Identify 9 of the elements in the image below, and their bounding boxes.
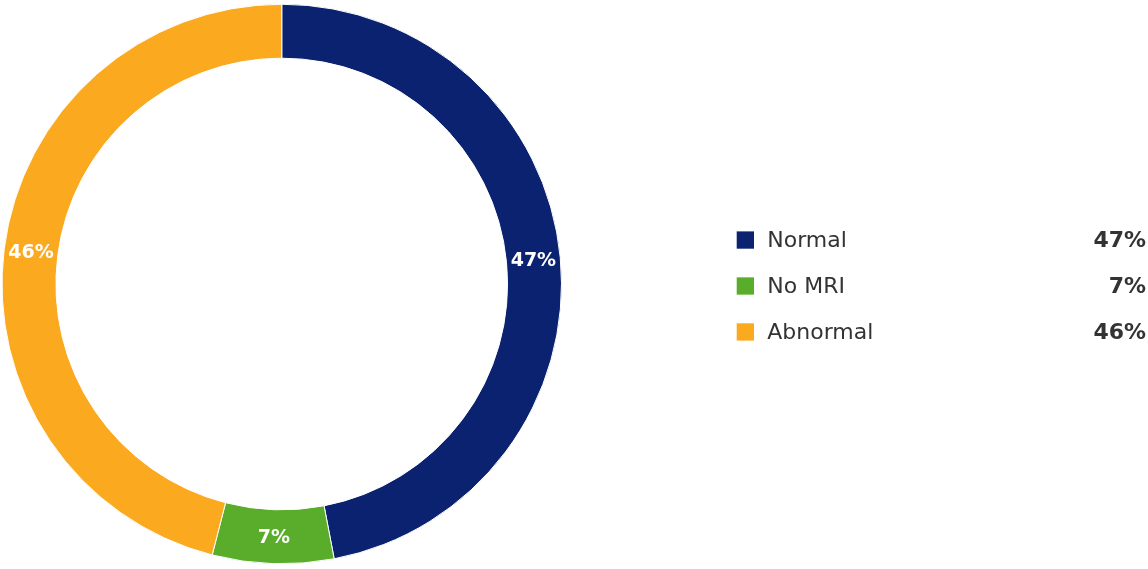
data-label: 47%: [510, 248, 557, 271]
text: 7%: [1108, 272, 1146, 298]
legend-label: Abnormal: [767, 318, 874, 344]
text: 47%: [1093, 227, 1146, 253]
text: 46%: [1093, 318, 1146, 344]
data-label: 46%: [8, 240, 54, 263]
legend-label: No MRI: [767, 272, 845, 298]
data-label: 7%: [257, 524, 290, 547]
legend-label: Normal: [767, 227, 847, 253]
